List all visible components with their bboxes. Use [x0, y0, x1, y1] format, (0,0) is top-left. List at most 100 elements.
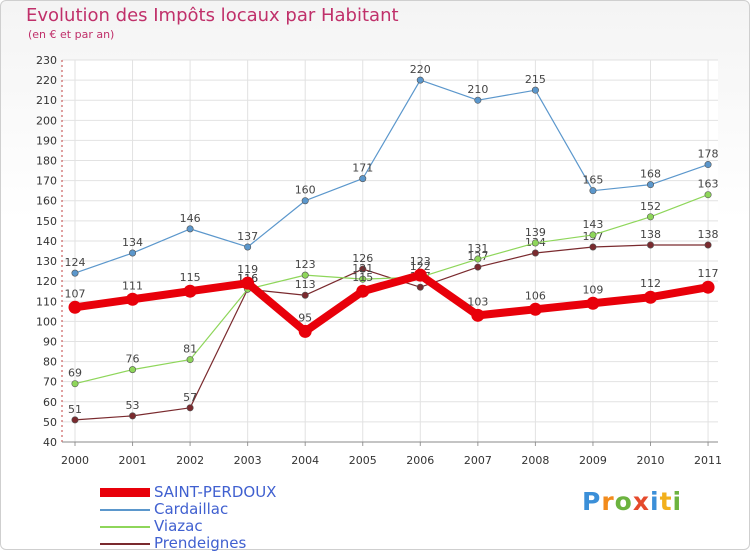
y-tick-label: 190: [36, 134, 57, 147]
data-point-cardaillac: [589, 187, 597, 195]
data-point-prendeignes: [589, 243, 597, 251]
data-point-prendeignes: [129, 412, 137, 420]
data-point-viazac: [186, 356, 194, 364]
x-tick-label: 2006: [406, 454, 434, 467]
data-point-prendeignes: [704, 241, 712, 249]
data-label-cardaillac: 210: [467, 83, 488, 96]
x-tick-label: 2009: [579, 454, 607, 467]
series-viazac: 697681116123121122131139143152163: [68, 178, 719, 388]
legend-label-saint-perdoux: SAINT-PERDOUX: [154, 483, 277, 501]
x-tick-label: 2000: [61, 454, 89, 467]
data-point-saint-perdoux: [126, 292, 140, 306]
y-tick-label: 200: [36, 114, 57, 127]
y-tick-label: 100: [36, 315, 57, 328]
data-point-viazac: [589, 231, 597, 239]
data-label-viazac: 121: [352, 262, 373, 275]
legend-swatch-saint-perdoux: [100, 488, 150, 497]
data-label-cardaillac: 220: [410, 63, 431, 76]
data-label-viazac: 69: [68, 367, 82, 380]
data-point-prendeignes: [301, 291, 309, 299]
data-label-saint-perdoux: 117: [698, 267, 719, 280]
y-tick-label: 40: [43, 436, 57, 449]
data-point-viazac: [71, 380, 79, 388]
data-label-saint-perdoux: 103: [467, 295, 488, 308]
y-tick-label: 120: [36, 275, 57, 288]
data-point-viazac: [531, 239, 539, 247]
data-point-viazac: [474, 255, 482, 263]
data-point-cardaillac: [531, 86, 539, 94]
legend-label-prendeignes: Prendeignes: [154, 534, 247, 552]
data-point-cardaillac: [646, 181, 654, 189]
data-point-prendeignes: [531, 249, 539, 257]
legend-item-prendeignes: Prendeignes: [100, 535, 276, 552]
x-tick-label: 2007: [464, 454, 492, 467]
data-label-prendeignes: 138: [640, 228, 661, 241]
proxiti-logo: Proxiti: [582, 487, 683, 516]
data-label-cardaillac: 168: [640, 168, 661, 181]
data-label-cardaillac: 146: [180, 212, 201, 225]
data-label-saint-perdoux: 95: [298, 311, 312, 324]
data-label-cardaillac: 134: [122, 236, 143, 249]
data-point-cardaillac: [71, 269, 79, 277]
y-tick-label: 180: [36, 155, 57, 168]
legend-swatch-prendeignes: [100, 542, 150, 545]
data-label-prendeignes: 138: [698, 228, 719, 241]
legend-swatch-cardaillac: [100, 508, 150, 511]
data-point-cardaillac: [301, 197, 309, 205]
x-tick-label: 2011: [694, 454, 722, 467]
data-point-prendeignes: [416, 283, 424, 291]
data-label-saint-perdoux: 112: [640, 277, 661, 290]
data-point-saint-perdoux: [183, 284, 197, 298]
data-label-saint-perdoux: 119: [237, 263, 258, 276]
legend-item-saint-perdoux: SAINT-PERDOUX: [100, 484, 276, 501]
legend-label-viazac: Viazac: [154, 517, 203, 535]
data-label-cardaillac: 160: [295, 184, 316, 197]
x-tick-label: 2004: [291, 454, 319, 467]
series-saint-perdoux: 107 111 115 119 95 115 123 103 106 109 112 117: [65, 255, 719, 338]
x-tick-label: 2005: [349, 454, 377, 467]
data-label-saint-perdoux: 115: [352, 271, 373, 284]
data-label-cardaillac: 171: [352, 162, 373, 175]
data-point-saint-perdoux: [471, 308, 485, 322]
x-tick-label: 2002: [176, 454, 204, 467]
chart-legend: SAINT-PERDOUX Cardaillac Viazac Prendeig…: [100, 484, 276, 552]
data-point-cardaillac: [244, 243, 252, 251]
series-line-cardaillac: [74, 79, 709, 274]
data-label-saint-perdoux: 106: [525, 289, 546, 302]
data-label-viazac: 76: [126, 353, 140, 366]
y-tick-label: 80: [43, 356, 57, 369]
data-point-saint-perdoux: [356, 284, 370, 298]
legend-item-viazac: Viazac: [100, 518, 276, 535]
legend-swatch-viazac: [100, 525, 150, 528]
data-point-cardaillac: [474, 96, 482, 104]
data-point-prendeignes: [474, 263, 482, 271]
data-label-saint-perdoux: 107: [65, 287, 86, 300]
y-tick-label: 90: [43, 335, 57, 348]
data-point-saint-perdoux: [413, 268, 427, 282]
data-label-viazac: 81: [183, 343, 197, 356]
data-label-saint-perdoux: 111: [122, 279, 143, 292]
data-label-prendeignes: 57: [183, 391, 197, 404]
data-point-saint-perdoux: [68, 300, 82, 314]
y-tick-label: 150: [36, 215, 57, 228]
legend-label-cardaillac: Cardaillac: [154, 500, 229, 518]
data-label-prendeignes: 51: [68, 403, 82, 416]
data-point-prendeignes: [359, 265, 367, 273]
data-point-viazac: [359, 275, 367, 283]
data-label-viazac: 123: [295, 258, 316, 271]
y-tick-label: 170: [36, 175, 57, 188]
x-tick-label: 2001: [119, 454, 147, 467]
y-tick-label: 70: [43, 376, 57, 389]
y-tick-label: 60: [43, 396, 57, 409]
data-point-saint-perdoux: [241, 276, 255, 290]
data-label-saint-perdoux: 123: [410, 255, 431, 268]
data-point-saint-perdoux: [701, 280, 715, 294]
x-tick-label: 2010: [637, 454, 665, 467]
y-tick-label: 130: [36, 255, 57, 268]
data-label-viazac: 131: [467, 242, 488, 255]
data-label-viazac: 152: [640, 200, 661, 213]
data-point-cardaillac: [416, 76, 424, 84]
data-label-viazac: 163: [698, 178, 719, 191]
data-point-saint-perdoux: [528, 302, 542, 316]
data-label-cardaillac: 165: [582, 174, 603, 187]
